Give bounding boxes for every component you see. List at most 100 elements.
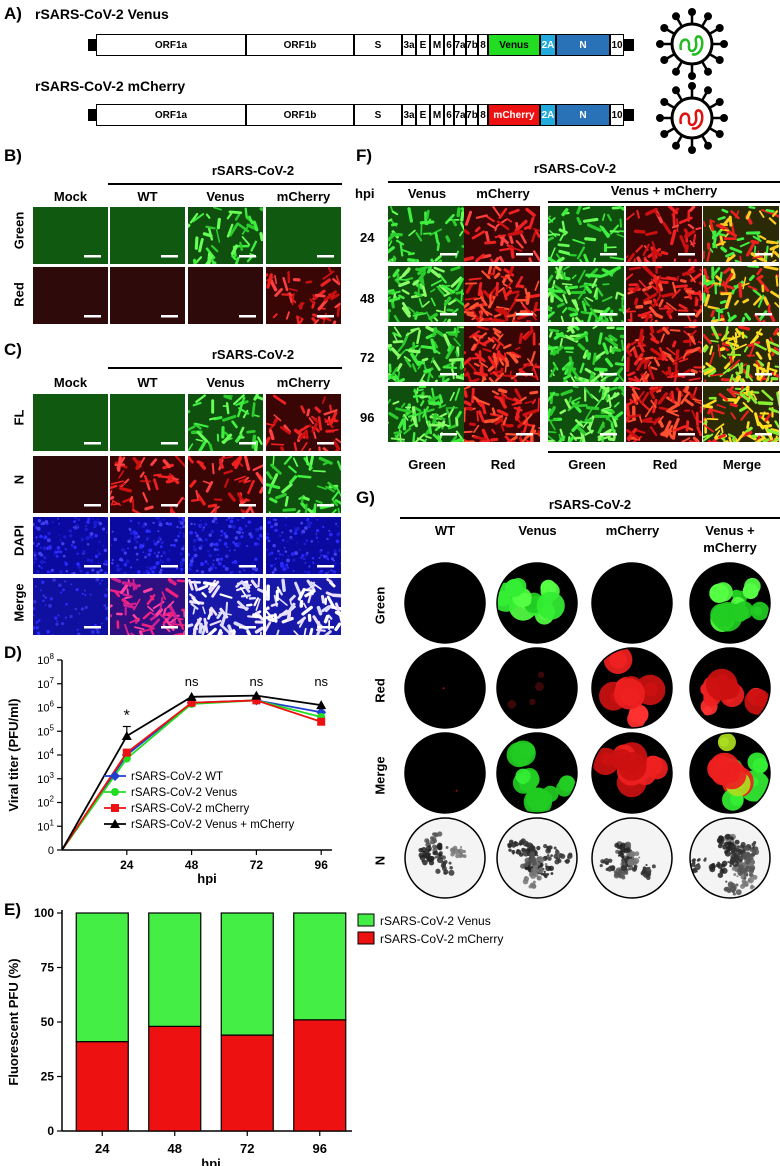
plate-rim <box>496 732 578 814</box>
virion-genome-rna <box>679 35 704 56</box>
gene-segment-s: S <box>354 104 402 126</box>
micrograph-f-24hpi-mcherry-red <box>464 206 540 262</box>
spike-head <box>672 86 680 95</box>
panel-c-header-line <box>108 367 342 369</box>
panel-f-bottom-green-2: Green <box>568 457 606 472</box>
chart-d-point-2-4 <box>317 717 326 726</box>
micrograph-b-red-mcherry <box>266 267 341 324</box>
micrograph-f-72hpi-combo-merge <box>703 326 779 382</box>
chart-e-y-tick-label: 100 <box>34 906 54 920</box>
gene-segment-10: 10 <box>610 104 624 126</box>
gene-segment-2a: 2A <box>540 104 556 126</box>
chart-e-y-tick-label: 75 <box>41 961 55 975</box>
spike-head <box>660 24 669 32</box>
spike-head <box>715 98 724 106</box>
spike-head <box>660 56 669 64</box>
panel-f-header-line <box>388 181 780 183</box>
micrograph-b-green-wt <box>110 207 185 264</box>
micrograph-c-merge-mock <box>33 578 108 635</box>
micrograph-c-n-wt <box>110 456 185 513</box>
chart-d-y-tick-label: 0 <box>48 845 54 857</box>
gene-segment-7b: 7b <box>466 34 478 56</box>
gene-segment-m: M <box>430 104 444 126</box>
panel-f-header: rSARS-CoV-2 <box>533 161 617 176</box>
plate-rim <box>591 562 673 644</box>
micrograph-c-merge-wt <box>110 578 185 635</box>
virion-mcherry-icon <box>656 82 728 154</box>
panel-g-col-venus-mcherry-2: mCherry <box>703 540 757 555</box>
panel-g-letter: G) <box>356 488 375 507</box>
panel-f-bottom-green-1: Green <box>408 457 446 472</box>
chart-d-point-3-2 <box>186 691 197 701</box>
plate-rim <box>496 562 578 644</box>
panel-f-bottom-red-1: Red <box>490 457 516 472</box>
chart-d-x-tick-label: 24 <box>120 858 134 872</box>
panel-a-letter: A) <box>4 4 22 23</box>
genome-end-cap <box>88 39 96 51</box>
chart-e-y-tick-label: 50 <box>41 1015 55 1029</box>
panel-b-row-green: Green <box>11 211 27 250</box>
construct-mcherry-title: rSARS-CoV-2 mCherry <box>35 78 186 94</box>
panel-b-letter: B) <box>4 146 22 165</box>
chart-e-legend-label: rSARS-CoV-2 mCherry <box>380 932 503 946</box>
plate-merge-mcherry <box>592 733 672 813</box>
plate-red-wt <box>405 648 485 728</box>
panel-f-bottom-line <box>548 451 780 453</box>
gene-segment-orf1b: ORF1b <box>246 34 354 56</box>
plate-red-venus-mcherry <box>690 648 770 728</box>
micrograph-b-red-mock <box>33 267 108 324</box>
micrograph-f-96hpi-mcherry-red <box>464 386 540 442</box>
micrograph-c-dapi-mock <box>33 517 108 574</box>
chart-e-bar-venus-96 <box>293 912 347 1021</box>
chart-e-x-tick-label: 96 <box>313 1141 327 1156</box>
plate-rim <box>404 817 486 899</box>
construct-venus-title: rSARS-CoV-2 Venus <box>35 6 169 22</box>
spike-head <box>704 67 712 76</box>
chart-d-point-3-1 <box>121 731 132 740</box>
spike-head <box>720 114 728 122</box>
chart-d-x-tick-label: 48 <box>185 858 199 872</box>
gene-segment-8: 8 <box>478 104 488 126</box>
panel-f-hpi-label: hpi <box>355 186 375 201</box>
panel-c-letter: C) <box>4 340 22 359</box>
panel-f-group-label: Venus + mCherry <box>610 183 718 198</box>
panel-g-col-mcherry: mCherry <box>605 523 660 538</box>
chart-d-legend-label: rSARS-CoV-2 WT <box>131 771 223 783</box>
panel-c-header: rSARS-CoV-2 <box>211 347 295 362</box>
gene-segment-mcherry: mCherry <box>488 104 540 126</box>
chart-e-bar-mcherry-72 <box>220 1034 274 1132</box>
micrograph-f-96hpi-combo-green <box>548 386 624 442</box>
chart-d-annotation: ns <box>314 674 328 689</box>
genome-end-cap <box>88 109 96 121</box>
plate-green-mcherry <box>592 563 672 643</box>
panel-c-row-fl: FL <box>11 409 27 426</box>
chart-e-bar-mcherry-24 <box>75 1041 129 1132</box>
panel-c-row-dapi: DAPI <box>11 524 27 557</box>
chart-d-legend-marker <box>110 819 120 828</box>
chart-d-viral-titer: 0 101 102 103 104 105 106 107 108 24 48 72 96 hpi Vira… <box>6 652 332 885</box>
chart-e-bar-venus-48 <box>148 912 202 1027</box>
panel-f-row-48: 48 <box>360 291 375 306</box>
plate-rim <box>591 817 673 899</box>
plate-rim <box>404 732 486 814</box>
spike-head <box>704 86 712 95</box>
spike-head <box>720 40 728 48</box>
virion-venus-icon <box>656 8 728 80</box>
gene-segment-m: M <box>430 34 444 56</box>
panel-f-bottom-merge: Merge <box>722 457 762 472</box>
micrograph-b-green-venus <box>188 207 263 264</box>
genome-end-cap <box>624 39 634 51</box>
chart-d-y-tick-label: 106 <box>37 700 54 715</box>
gene-segment-orf1a: ORF1a <box>96 104 246 126</box>
chart-e-x-tick-label: 48 <box>168 1141 182 1156</box>
chart-d-annotation: * <box>124 708 130 725</box>
plate-rim <box>496 647 578 729</box>
micrograph-c-dapi-wt <box>110 517 185 574</box>
panel-g-col-venus: Venus <box>518 523 557 538</box>
panel-b-col-venus: Venus <box>206 189 245 204</box>
chart-d-y-tick-label: 103 <box>37 771 54 786</box>
chart-d-point-2-3 <box>252 696 261 705</box>
gene-segment-7b: 7b <box>466 104 478 126</box>
gene-segment-7a: 7a <box>454 104 466 126</box>
plate-rim <box>496 817 578 899</box>
